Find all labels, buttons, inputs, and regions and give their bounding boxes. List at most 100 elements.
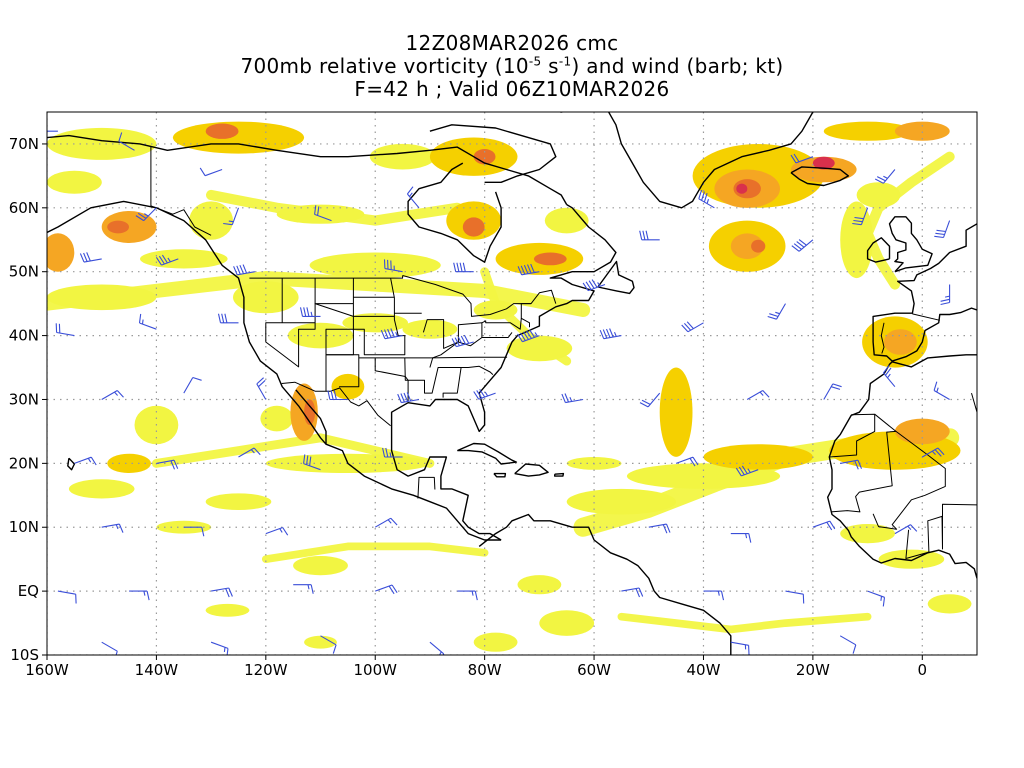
wind-barb [101, 641, 118, 655]
wind-barb [675, 456, 699, 467]
wind-barb [397, 392, 420, 404]
wind-barb [183, 526, 205, 537]
wind-barb [293, 584, 314, 594]
wind-barb [639, 230, 660, 241]
vorticity-area [369, 143, 436, 170]
wind-barb [406, 186, 420, 209]
vorticity-area [856, 182, 901, 208]
coastlines-and-borders [47, 112, 977, 655]
border-us-state-lines-11 [422, 319, 513, 349]
wind-barb [265, 526, 289, 536]
border-us-state-lines-2 [265, 278, 316, 368]
vorticity-area [812, 156, 835, 170]
wind-barb [101, 390, 124, 400]
wind-barb [47, 130, 58, 132]
map-title-block: 12Z08MAR2026 cmc 700mb relative vorticit… [0, 32, 1024, 101]
coastline-hawaii [67, 457, 76, 471]
vorticity-area [840, 524, 895, 544]
lat-tick-label: 20N [9, 454, 39, 472]
vorticity-area [884, 329, 917, 355]
vorticity-area [107, 220, 129, 234]
wind-barb [79, 252, 102, 263]
coastline-greenland [556, 112, 814, 209]
wind-barb [383, 259, 403, 273]
wind-barb [223, 207, 240, 226]
border-us-canada-49th [249, 275, 404, 279]
wind-barb [785, 590, 805, 604]
border-africa-borders-3 [872, 430, 946, 530]
border-africa-borders-5 [971, 392, 977, 439]
wind-barb [940, 284, 951, 306]
coastline-newfoundland [597, 260, 635, 295]
vorticity-area [101, 211, 157, 243]
wind-barb [74, 456, 97, 466]
vorticity-area [517, 575, 562, 595]
wind-barb [238, 447, 261, 458]
plot-layers [47, 112, 977, 655]
border-mexico-guatemala [417, 476, 436, 499]
vorticity-area [506, 335, 573, 362]
lat-tick-label: 10S [10, 646, 39, 664]
vorticity-area [751, 239, 766, 253]
vorticity-area [473, 632, 518, 652]
vorticity-area [703, 444, 813, 470]
vorticity-area [107, 453, 151, 473]
coastline-hudson-bay [407, 162, 502, 263]
vorticity-area [309, 252, 441, 279]
wind-barb [790, 153, 814, 164]
border-africa-borders-1 [829, 413, 876, 458]
wind-barb [812, 520, 836, 531]
coastline-iceland [790, 166, 850, 187]
coastline-north-america-east-coast [478, 513, 732, 655]
lat-tick-label: 10N [9, 518, 39, 536]
lon-tick-label: 40W [687, 661, 721, 679]
wind-barb [217, 313, 239, 324]
vorticity-area [290, 383, 318, 441]
vorticity-area [823, 121, 912, 141]
field-label-exponent-1: -5 [528, 54, 542, 69]
wind-barb [375, 584, 398, 595]
wind-barb [621, 587, 644, 598]
wind-barb [867, 590, 886, 607]
border-us-state-lines-12 [481, 317, 530, 330]
forecast-label: F=42 h ; Valid 06Z10MAR2026 [354, 77, 670, 101]
wind-barb [823, 383, 842, 400]
field-label-pre: 700mb relative vorticity (10 [240, 54, 529, 78]
lon-tick-label: 160W [25, 661, 69, 679]
coastline-hispaniola [514, 463, 549, 477]
lon-tick-label: 20W [796, 661, 830, 679]
border-us-state-lines-9 [404, 357, 462, 398]
vorticity-area [205, 603, 250, 617]
axis-ticks: 160W 140W 120W 100W 80W 60W 40W 20W 0 10S EQ 10N 20N… [9, 135, 927, 679]
wind-barb [183, 376, 202, 394]
vorticity-area [473, 300, 518, 320]
vorticity-area [205, 123, 239, 139]
border-us-state-lines-15 [429, 337, 483, 368]
wind-barb [233, 264, 255, 276]
wind-barb [922, 447, 945, 458]
wind-barb [138, 313, 157, 330]
run-label: 12Z08MAR2026 cmc [405, 31, 619, 55]
vorticity-area [462, 217, 485, 237]
wind-barb [303, 454, 321, 471]
wind-barb [735, 465, 759, 477]
lat-tick-label: 50N [9, 263, 39, 281]
border-us-state-lines-14 [461, 365, 494, 375]
field-label-exponent-2: -1 [558, 54, 572, 69]
wind-barb [57, 590, 77, 604]
vorticity-area [894, 121, 950, 141]
border-spain-portugal-france [880, 322, 885, 354]
vorticity-area [342, 313, 409, 333]
vorticity-area [205, 493, 272, 511]
vorticity-area [293, 556, 348, 576]
lon-tick-label: 120W [244, 661, 288, 679]
vorticity-area [140, 249, 228, 269]
field-label-mid: s [541, 54, 559, 78]
coastline-europe-west [872, 223, 977, 362]
wind-barb [320, 635, 337, 654]
wind-barb [582, 279, 606, 292]
wind-barb [894, 524, 918, 535]
coastline-arctic-coast [47, 134, 568, 205]
vorticity-area [402, 319, 458, 339]
wind-barb [118, 132, 135, 151]
